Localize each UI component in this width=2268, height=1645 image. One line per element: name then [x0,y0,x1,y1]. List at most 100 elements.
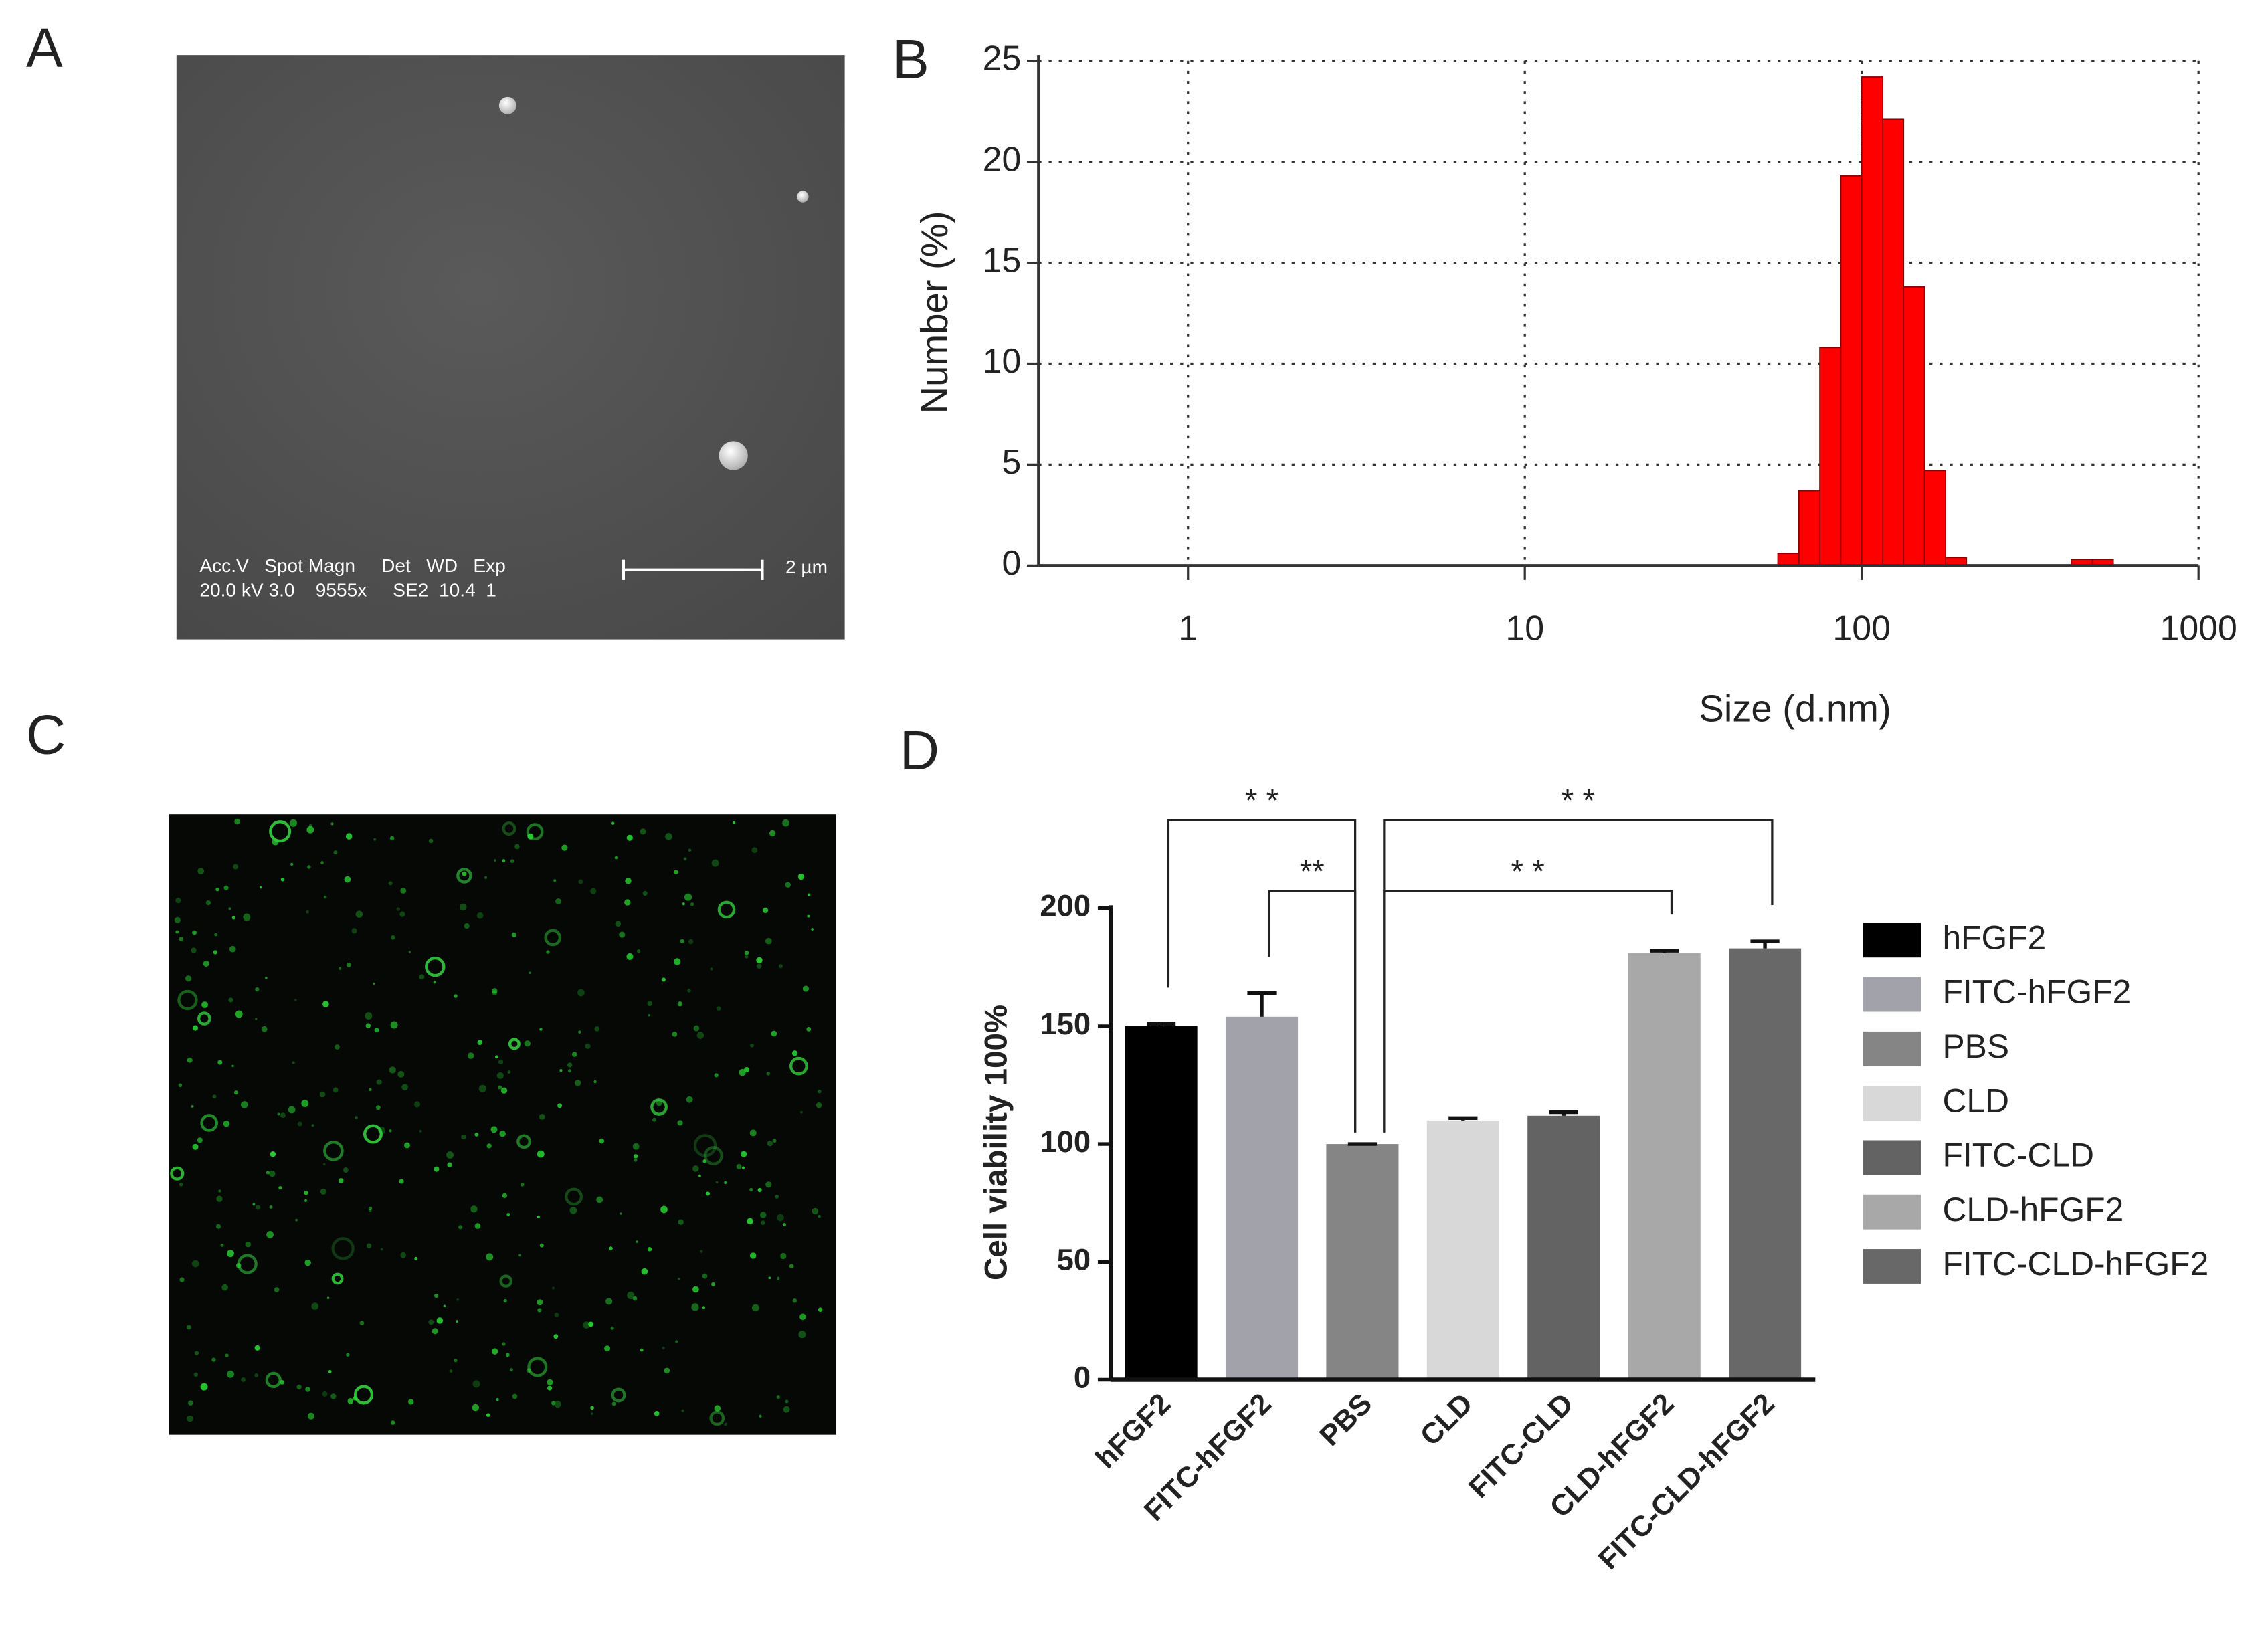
fluorescent-spot [434,1166,440,1172]
y-tick-label: 10 [983,341,1022,380]
fluorescent-spot [507,1070,511,1074]
fluorescent-spot [243,913,251,921]
fluorescent-spot [744,951,749,955]
fluorescent-spot [709,1410,725,1426]
sem-background [176,55,845,640]
x-tick-label: 10 [1505,608,1544,647]
fluorescent-spot [179,937,184,941]
fluorescent-spot [256,1205,261,1210]
legend-swatch [1863,923,1921,958]
fluorescent-spot [605,1298,613,1305]
error-bar [1549,1110,1578,1116]
fluorescent-spot [245,1241,252,1248]
fluorescent-spot [331,1272,344,1285]
fluorescent-spot [686,1096,693,1103]
fluorescent-spot [433,981,436,984]
fluorescent-spot [611,821,615,825]
fluorescent-spot [609,1246,613,1251]
fluorescent-spot [778,964,783,969]
fluorescent-spot [661,977,666,982]
fluorescent-spot [654,1411,660,1416]
fluorescent-spot [326,1296,330,1299]
fluorescent-spot [280,878,285,882]
fluorescent-spot [353,1396,357,1401]
fluorescent-spot [693,1134,717,1157]
fluorescent-spot [388,881,393,886]
fluorescent-spot [594,1026,600,1032]
fluorescent-spot [378,1127,386,1135]
fluorescent-spot [456,1320,458,1323]
fluorescent-spot [776,1276,780,1280]
fluorescent-spot [768,1276,771,1280]
fluorescent-spot [294,998,297,1001]
legend-label: FITC-CLD [1943,1137,2094,1174]
fluorescent-spot [626,834,633,841]
fluorescent-spot [306,826,314,834]
fluorescent-spot [648,1014,651,1017]
fluorescent-spot [470,1205,478,1213]
histogram-bar [1777,553,1800,567]
fluorescent-spot [391,1420,395,1425]
fluorescent-spot [732,821,736,824]
fluorescent-spot [680,939,685,944]
fluorescent-spot [677,1120,683,1126]
x-tick-label: 1000 [2160,608,2237,647]
fluorescent-spot [229,945,236,953]
fluorescent-spot [811,928,814,931]
fluorescent-spot [739,1068,746,1076]
fluorescent-spot [705,1191,711,1196]
y-tick-label: 15 [983,240,1022,279]
x-tick-label: FITC-CLD-hFGF2 [1592,1387,1781,1576]
fluorescent-spot [688,939,694,945]
fluorescent-spot [759,1414,762,1418]
fluorescent-spot [640,1348,644,1352]
fluorescent-spot [791,1050,798,1056]
fluorescent-spot [772,1139,777,1143]
fluorescent-spot [170,1166,185,1181]
histogram-bar [1903,286,1925,567]
fluorescent-spot [261,1026,268,1032]
fluorescent-spot [665,833,672,840]
fluorescent-spot [806,1027,812,1032]
fluorescent-spot [596,1196,603,1203]
fluorescent-spot [290,862,294,866]
fluorescent-spot [355,910,363,918]
fluorescent-spot [192,1025,199,1031]
fluorescent-spot [505,1353,510,1357]
fluorescent-spot [724,1422,727,1426]
significance-bracket: ** [1268,854,1357,1133]
fluorescent-spot [486,1143,492,1149]
fluorescent-spot [611,1387,626,1403]
error-bar [1750,939,1780,949]
fluorescent-spot [255,987,260,992]
fluorescent-spot [203,960,209,967]
fluorescent-spot [320,861,324,864]
fluorescent-spot [539,1243,544,1248]
fluorescent-spot [311,1302,319,1310]
fluorescent-spot [554,1400,561,1408]
fluorescent-spot [611,1401,616,1406]
fluorescent-spot [401,1084,409,1091]
fluorescent-spot [355,1116,358,1119]
fluorescent-spot [359,1321,365,1326]
fluorescent-spot [235,1010,243,1018]
fluorescent-spot [467,1052,474,1059]
fluorescent-spot [756,963,762,969]
particle [719,441,748,470]
fluorescent-spot [674,870,678,875]
fluorescent-spot [240,1101,248,1108]
fluorescent-spot [537,1215,540,1218]
fluorescent-spot [295,1218,298,1222]
fluorescent-spot [266,1230,274,1238]
fluorescent-spot [647,1246,652,1252]
fluorescent-spot [715,1181,719,1184]
fluorescent-spot [399,911,405,917]
fluorescent-spot [419,1129,422,1133]
fluorescent-spot [265,1371,282,1389]
fluorescent-spot [632,1143,640,1150]
fluorescent-spot [400,1252,406,1258]
fluorescent-spot [511,932,516,937]
fluorescent-spot [502,1193,507,1198]
fluorescent-spot [526,823,544,841]
fluorescent-spot [307,865,311,869]
